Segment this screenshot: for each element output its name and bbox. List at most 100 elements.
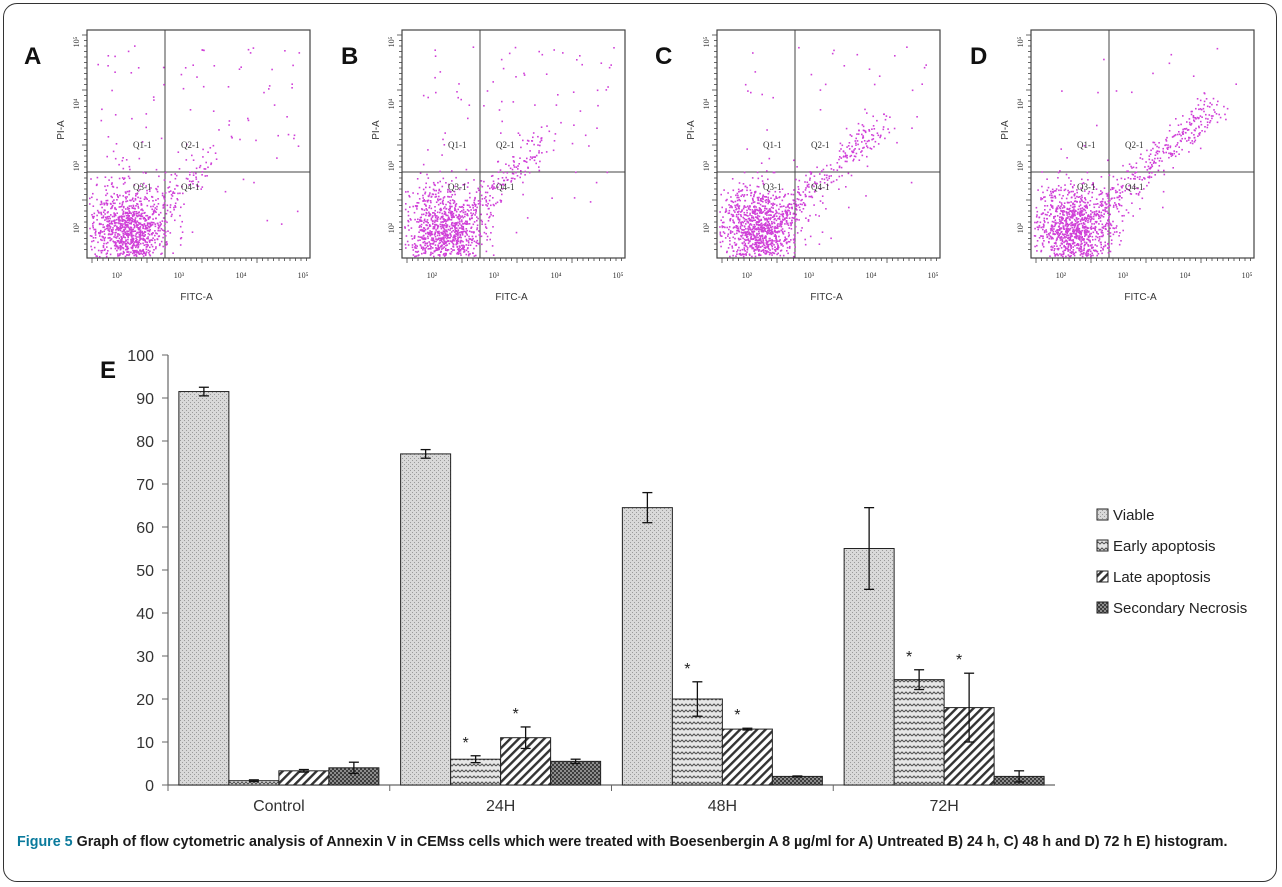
y-tick-label: 10: [136, 735, 154, 752]
panel-label: D: [970, 43, 987, 70]
x-tick-label: 10⁴: [1180, 271, 1191, 280]
y-axis-label: PI-A: [1000, 120, 1011, 140]
x-tick-label: 10²: [1056, 271, 1067, 280]
caption-prefix: Figure 5: [17, 834, 73, 850]
plot-box: [86, 29, 311, 259]
y-tick-label: 10³: [387, 160, 396, 171]
y-axis-label: PI-A: [371, 120, 382, 140]
y-tick-label: 10⁵: [702, 36, 711, 47]
quadrant-label: Q4-1: [1125, 182, 1144, 192]
legend-swatch: [1096, 508, 1109, 521]
y-tick-label: 10²: [702, 222, 711, 233]
y-tick-label: 10²: [387, 222, 396, 233]
y-tick-label: 10⁴: [702, 98, 711, 109]
scatter-dots: [89, 45, 301, 258]
x-tick-label: 10⁴: [551, 271, 562, 280]
x-tick-label: 10²: [112, 271, 123, 280]
quadrant-label: Q4-1: [811, 182, 830, 192]
x-tick-label: Control: [253, 798, 305, 815]
flow-panel-A: A Q1-1 Q2-1 Q3-1 Q4-1 10² 10³ 10⁴ 10⁵ 10² 10³ 10⁴ 10…: [24, 29, 311, 303]
scatter-dots: [404, 46, 615, 258]
significance-star: *: [684, 661, 690, 678]
significance-star: *: [956, 652, 962, 669]
legend-swatch: [1096, 601, 1109, 614]
bar-early-apoptosis: [893, 679, 945, 786]
quadrant-label: Q3-1: [133, 182, 152, 192]
bar-viable: [621, 507, 673, 786]
quadrant-label: Q1-1: [1077, 140, 1096, 150]
legend-label: Late apoptosis: [1113, 569, 1211, 586]
y-tick-label: 20: [136, 692, 154, 709]
significance-star: *: [906, 649, 912, 666]
caption-text: Graph of flow cytometric analysis of Ann…: [76, 834, 1228, 850]
plot-box: [1030, 29, 1255, 259]
y-tick-label: 10³: [702, 160, 711, 171]
bar-late-apoptosis: [278, 770, 330, 786]
quadrant-label: Q4-1: [181, 182, 200, 192]
x-tick-label: 10³: [174, 271, 185, 280]
y-tick-label: 0: [145, 778, 154, 795]
significance-star: *: [463, 735, 469, 752]
quadrant-label: Q3-1: [763, 182, 782, 192]
flow-panels-svg: A Q1-1 Q2-1 Q3-1 Q4-1 10² 10³ 10⁴ 10⁵ 10² 10³ 10⁴ 10…: [24, 29, 1255, 303]
significance-star: *: [513, 706, 519, 723]
legend-label: Secondary Necrosis: [1113, 600, 1247, 617]
y-tick-label: 30: [136, 649, 154, 666]
x-axis-label: FITC-A: [1124, 292, 1157, 303]
x-axis-label: FITC-A: [810, 292, 843, 303]
y-axis-label: PI-A: [56, 120, 67, 140]
y-tick-label: 10⁴: [387, 98, 396, 109]
bar-viable: [178, 391, 230, 786]
quadrant-label: Q1-1: [133, 140, 152, 150]
y-tick-label: 10³: [1016, 160, 1025, 171]
y-tick-label: 50: [136, 563, 154, 580]
x-tick-label: 10²: [742, 271, 753, 280]
y-tick-label: 10²: [1016, 222, 1025, 233]
x-tick-label: 10⁴: [236, 271, 247, 280]
y-tick-label: 10⁴: [72, 98, 81, 109]
x-tick-label: 10²: [427, 271, 438, 280]
x-tick-label: 10³: [1118, 271, 1129, 280]
x-tick-label: 24H: [486, 798, 515, 815]
quadrant-label: Q3-1: [448, 182, 467, 192]
x-tick-label: 72H: [929, 798, 958, 815]
bar-late-apoptosis: [721, 728, 773, 786]
x-axis-label: FITC-A: [180, 292, 213, 303]
y-tick-label: 10⁵: [1016, 36, 1025, 47]
x-tick-label: 48H: [708, 798, 737, 815]
x-tick-label: 10⁵: [298, 271, 309, 280]
scatter-dots: [1033, 47, 1237, 258]
significance-star: *: [734, 707, 740, 724]
figure-frame: [3, 3, 1277, 882]
histogram-chart: E 0 10 20 30 40 50 60 70 80 90 100 Control 24H * * 48H * *…: [100, 348, 1247, 815]
legend-swatch: [1096, 570, 1109, 583]
y-tick-label: 10²: [72, 222, 81, 233]
x-tick-label: 10⁵: [613, 271, 624, 280]
x-tick-label: 10³: [804, 271, 815, 280]
bar-secondary-necrosis: [550, 760, 602, 786]
x-tick-label: 10⁴: [866, 271, 877, 280]
scatter-dots: [719, 46, 927, 258]
y-tick-label: 10³: [72, 160, 81, 171]
y-tick-label: 80: [136, 434, 154, 451]
legend-swatch: [1096, 539, 1109, 552]
y-tick-label: 100: [127, 348, 154, 365]
y-tick-label: 70: [136, 477, 154, 494]
y-axis-label: PI-A: [686, 120, 697, 140]
quadrant-label: Q4-1: [496, 182, 515, 192]
bar-viable: [400, 453, 452, 786]
panel-label: A: [24, 43, 41, 70]
y-tick-label: 10⁵: [72, 36, 81, 47]
x-tick-label: 10⁵: [1242, 271, 1253, 280]
y-tick-label: 10⁴: [1016, 98, 1025, 109]
panel-label: B: [341, 43, 358, 70]
quadrant-label: Q2-1: [181, 140, 200, 150]
quadrant-label: Q2-1: [1125, 140, 1144, 150]
y-tick-label: 10⁵: [387, 36, 396, 47]
panel-label: C: [655, 43, 672, 70]
bar-secondary-necrosis: [771, 775, 823, 786]
x-tick-label: 10³: [489, 271, 500, 280]
quadrant-label: Q2-1: [811, 140, 830, 150]
quadrant-label: Q2-1: [496, 140, 515, 150]
figure-caption: Figure 5 Graph of flow cytometric analys…: [17, 833, 1267, 852]
